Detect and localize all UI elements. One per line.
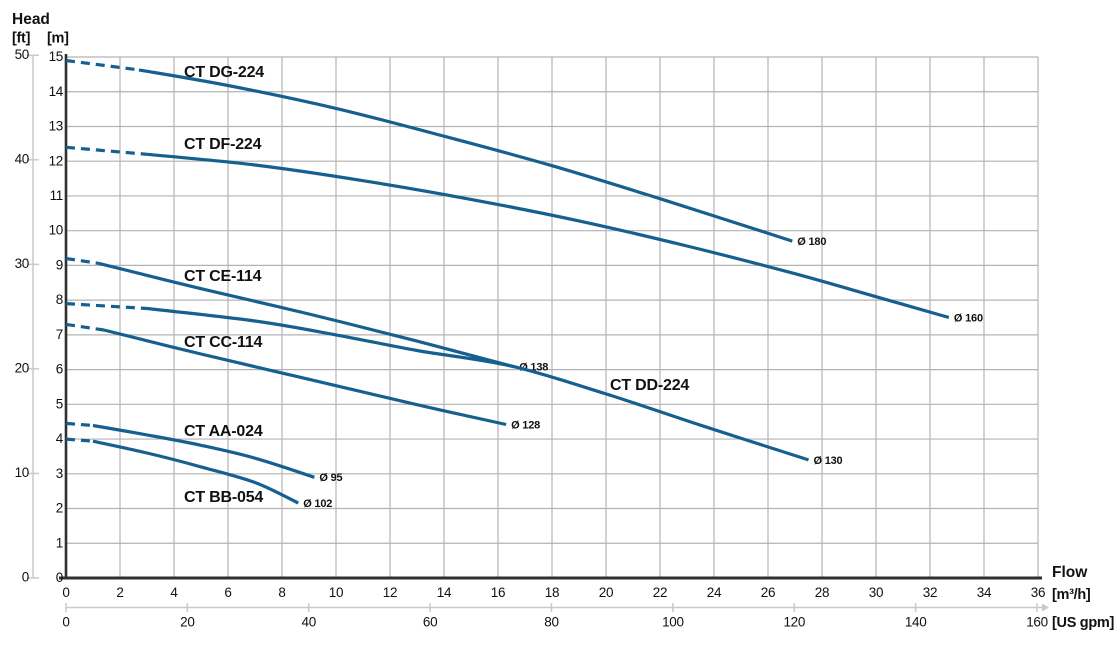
curve-ct-cc-114: [103, 328, 507, 427]
y-m-tick-label: 6: [56, 362, 63, 377]
curve-dashed-ct-dg-224: [65, 58, 140, 72]
y-m-tick-label: 7: [56, 327, 63, 342]
y-m-tick-label: 3: [56, 466, 63, 481]
curve-ct-ce-114: [98, 261, 515, 369]
usgpm-axis-arrow: [1042, 603, 1049, 612]
y-m-tick-label: 12: [49, 153, 63, 168]
x-m3h-tick-label: 20: [599, 585, 613, 600]
curve-ct-df-224: [146, 152, 950, 320]
series-label: CT DF-224: [184, 136, 262, 153]
x-m3h-tick-label: 10: [329, 585, 343, 600]
y-ft-tick-label: 10: [15, 465, 29, 480]
x-m3h-tick-label: 26: [761, 585, 775, 600]
curve-dashed-ct-dd-224: [65, 302, 148, 311]
curve-ct-dg-224: [138, 68, 793, 243]
curve-dashed-ct-aa-024: [65, 421, 94, 428]
x-m3h-tick-label: 6: [224, 585, 231, 600]
x-m3h-tick-label: 22: [653, 585, 667, 600]
x-m3h-tick-label: 14: [437, 585, 452, 600]
impeller-diameter-label: Ø 160: [954, 312, 983, 324]
x-m3h-tick-label: 18: [545, 585, 559, 600]
y-ft-tick-label: 20: [15, 360, 29, 375]
x-m3h-tick-label: 36: [1031, 585, 1045, 600]
head-axis-title: Head: [12, 11, 50, 28]
m3h-unit-label: [m³/h]: [1052, 587, 1091, 603]
x-usgpm-tick-label: 120: [783, 615, 805, 630]
y-ft-tick-label: 40: [15, 151, 29, 166]
x-m3h-tick-label: 12: [383, 585, 397, 600]
y-m-tick-label: 13: [49, 119, 63, 134]
y-m-tick-label: 8: [56, 292, 63, 307]
x-usgpm-tick-label: 20: [180, 615, 194, 630]
impeller-diameter-label: Ø 128: [511, 419, 540, 431]
x-usgpm-tick-label: 100: [662, 615, 684, 630]
x-m3h-tick-label: 32: [923, 585, 937, 600]
x-m3h-tick-label: 0: [62, 585, 69, 600]
ft-unit-label: [ft]: [12, 30, 31, 46]
usgpm-unit-label: [US gpm]: [1052, 615, 1115, 631]
x-m3h-tick-label: 8: [278, 585, 285, 600]
curve-ct-dd-224: [146, 306, 809, 462]
x-m3h-tick-label: 16: [491, 585, 505, 600]
impeller-diameter-label: Ø 130: [814, 455, 843, 467]
y-m-tick-label: 5: [56, 396, 63, 411]
x-m3h-tick-label: 2: [116, 585, 123, 600]
y-m-tick-label: 4: [56, 431, 64, 446]
curve-dashed-ct-ce-114: [65, 256, 99, 265]
y-m-tick-label: 9: [56, 257, 63, 272]
x-m3h-tick-label: 24: [707, 585, 722, 600]
m-unit-label: [m]: [47, 30, 69, 46]
series-label: CT BB-054: [184, 489, 263, 506]
y-m-tick-label: 11: [50, 188, 63, 203]
y-m-tick-label: 2: [56, 501, 63, 516]
impeller-diameter-label: Ø 180: [797, 236, 826, 248]
y-m-tick-label: 10: [49, 223, 63, 238]
series-label: CT DD-224: [610, 377, 689, 394]
series-label: CT CC-114: [184, 334, 263, 351]
y-ft-tick-label: 0: [22, 570, 29, 585]
x-usgpm-tick-label: 80: [544, 615, 558, 630]
y-m-tick-label: 15: [49, 49, 63, 64]
x-m3h-tick-label: 34: [977, 585, 992, 600]
y-ft-tick-label: 50: [15, 47, 29, 62]
x-usgpm-tick-label: 160: [1026, 615, 1048, 630]
x-usgpm-tick-label: 140: [905, 615, 927, 630]
flow-axis-title: Flow: [1052, 564, 1088, 581]
y-m-tick-label: 14: [49, 84, 64, 99]
x-usgpm-tick-label: 0: [62, 615, 69, 630]
curve-ct-bb-054: [92, 439, 299, 505]
series-label: CT DG-224: [184, 64, 264, 81]
x-m3h-tick-label: 28: [815, 585, 829, 600]
x-m3h-tick-label: 4: [170, 585, 178, 600]
impeller-diameter-label: Ø 102: [303, 498, 332, 510]
curve-ct-aa-024: [92, 423, 315, 479]
impeller-diameter-label: Ø 95: [319, 472, 342, 484]
curve-dashed-ct-df-224: [65, 145, 148, 156]
y-m-tick-label: 1: [56, 535, 63, 550]
curve-dashed-ct-cc-114: [65, 322, 105, 332]
x-m3h-tick-label: 30: [869, 585, 883, 600]
x-usgpm-tick-label: 40: [302, 615, 316, 630]
y-m-tick-label: 0: [56, 570, 63, 585]
series-label: CT CE-114: [184, 268, 262, 285]
curve-dashed-ct-bb-054: [65, 437, 94, 443]
y-ft-tick-label: 30: [15, 256, 29, 271]
x-usgpm-tick-label: 60: [423, 615, 437, 630]
series-label: CT AA-024: [184, 423, 263, 440]
